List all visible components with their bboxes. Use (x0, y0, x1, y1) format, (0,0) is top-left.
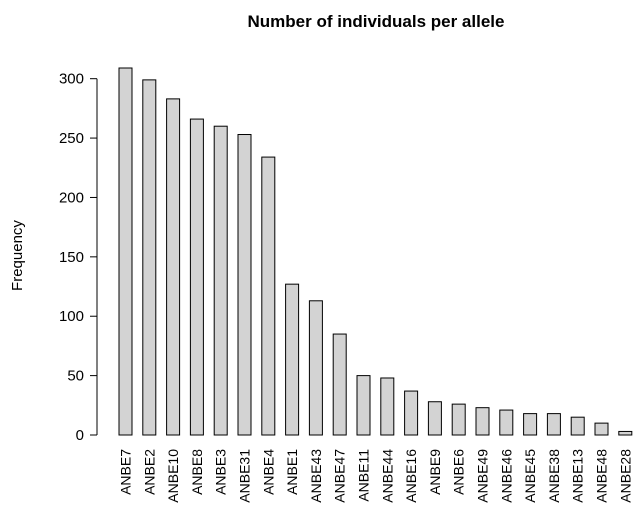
y-tick-label: 300 (59, 71, 84, 88)
x-tick-label: ANBE11 (356, 449, 372, 502)
x-tick-label: ANBE10 (165, 449, 181, 503)
x-tick-label: ANBE8 (189, 449, 205, 495)
bar-anbe7 (118, 67, 133, 436)
x-tick-label: ANBE1 (284, 449, 300, 495)
x-tick-label: ANBE31 (237, 449, 253, 503)
x-tick-label: ANBE43 (308, 449, 324, 503)
x-tick-label: ANBE3 (213, 449, 229, 495)
x-tick-label: ANBE28 (617, 449, 633, 503)
y-axis: 0 50 100 150 200 250 300 (59, 71, 98, 444)
x-tick-label: ANBE44 (379, 449, 395, 503)
bar-anbe8 (189, 118, 204, 436)
bar-anbe49 (475, 407, 490, 436)
x-tick-label: ANBE49 (475, 449, 491, 503)
bar-anbe13 (570, 416, 585, 436)
y-tick-label: 50 (67, 368, 84, 385)
x-tick-label: ANBE48 (594, 449, 610, 503)
bar-anbe43 (308, 300, 323, 436)
y-tick-label: 100 (59, 308, 84, 325)
bar-anbe38 (546, 413, 561, 436)
bars-group (118, 67, 633, 436)
bar-anbe44 (380, 377, 395, 436)
x-tick-label: ANBE38 (546, 449, 562, 503)
x-tick-label: ANBE47 (332, 449, 348, 503)
bar-anbe48 (594, 422, 609, 436)
x-tick-label: ANBE45 (522, 449, 538, 503)
bar-anbe4 (261, 156, 276, 436)
y-tick-label: 0 (76, 427, 84, 444)
x-tick-label: ANBE16 (403, 449, 419, 503)
x-tick-label: ANBE9 (427, 449, 443, 495)
bar-anbe6 (451, 403, 466, 436)
bar-anbe31 (237, 134, 252, 436)
x-tick-label: ANBE13 (570, 449, 586, 503)
bar-anbe2 (142, 79, 157, 436)
bar-anbe10 (166, 98, 181, 436)
x-axis-labels: ANBE7 ANBE2 ANBE10 ANBE8 ANBE3 ANBE31 ANBE4 ANB… (118, 449, 634, 503)
x-tick-label: ANBE7 (118, 449, 134, 495)
bar-anbe3 (213, 125, 228, 436)
bar-anbe46 (499, 409, 514, 436)
bar-anbe28 (618, 430, 633, 436)
bar-anbe16 (404, 390, 419, 436)
x-tick-label: ANBE46 (498, 449, 514, 503)
y-axis-label: Frequency (9, 220, 26, 291)
x-tick-label: ANBE6 (451, 449, 467, 495)
bar-anbe45 (523, 413, 538, 436)
chart-title: Number of individuals per allele (248, 12, 505, 31)
bar-anbe9 (427, 401, 442, 436)
x-tick-label: ANBE2 (141, 449, 157, 495)
bar-anbe47 (332, 333, 347, 436)
y-tick-label: 150 (59, 249, 84, 266)
bar-anbe1 (285, 283, 300, 436)
y-tick-label: 250 (59, 130, 84, 147)
y-tick-label: 200 (59, 189, 84, 206)
x-tick-label: ANBE4 (260, 449, 276, 495)
bar-anbe11 (356, 375, 371, 436)
